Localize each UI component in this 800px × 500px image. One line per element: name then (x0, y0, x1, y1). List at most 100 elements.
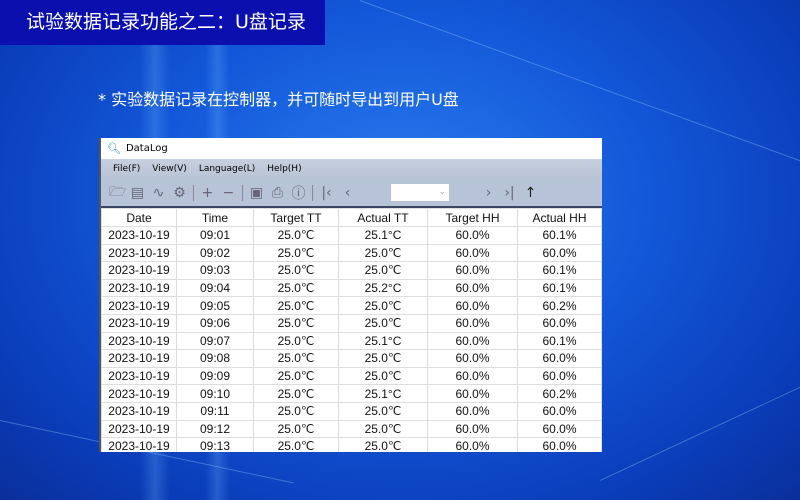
table-row[interactable]: 2023-10-19 09:01 25.0℃ 25.1°C 60.0% 60.1% (101, 226, 602, 245)
table-cell: 25.1°C (338, 384, 428, 403)
table-cell: 60.0% (427, 226, 518, 245)
column-header[interactable]: Time (176, 208, 254, 227)
title-bar: 🔍︎ DataLog (101, 138, 602, 159)
minus-icon[interactable]: − (222, 184, 235, 201)
open-folder-icon[interactable]: 🗁︎ (109, 183, 127, 200)
column-header[interactable]: Date (101, 208, 177, 227)
table-cell: 60.0% (427, 401, 518, 421)
table-cell: 09:02 (176, 243, 254, 263)
settings-icon[interactable]: ⚙︎ (173, 184, 186, 201)
menu-view[interactable]: View(V) (152, 164, 187, 174)
next-icon[interactable]: › (485, 184, 492, 201)
table-cell: 25.0℃ (253, 243, 339, 263)
table-cell: 60.0% (517, 437, 602, 452)
last-page-icon[interactable]: ›| (504, 184, 515, 201)
table-cell: 09:06 (176, 313, 254, 333)
table-cell: 09:01 (176, 226, 254, 245)
table-row[interactable]: 2023-10-19 09:10 25.0℃ 25.1°C 60.0% 60.2% (101, 384, 602, 403)
subtitle: * 实验数据记录在控制器，并可随时导出到用户U盘 (98, 90, 459, 109)
previous-icon[interactable]: ‹ (344, 184, 351, 201)
table-cell: 25.0℃ (338, 296, 428, 315)
menu-help[interactable]: Help(H) (267, 164, 302, 174)
table-cell: 25.0℃ (338, 419, 428, 439)
magnifier-icon: 🔍︎ (107, 142, 121, 155)
table-cell: 2023-10-19 (101, 261, 177, 280)
toolbar: 🗁︎ ▤ ∿ ⚙︎ + − ▣ ⎙ ⓘ |‹ ‹ ⌄ › ›| ↑ (101, 179, 602, 208)
column-header[interactable]: Target TT (253, 208, 339, 227)
chevron-down-icon: ⌄ (438, 187, 446, 197)
table-row[interactable]: 2023-10-19 09:04 25.0℃ 25.2°C 60.0% 60.1% (101, 278, 602, 298)
up-arrow-icon[interactable]: ↑ (524, 184, 537, 201)
table-cell: 25.0℃ (338, 349, 428, 368)
table-row[interactable]: 2023-10-19 09:08 25.0℃ 25.0℃ 60.0% 60.0% (101, 349, 602, 368)
table-cell: 60.0% (427, 296, 518, 315)
column-header[interactable]: Actual TT (338, 208, 428, 227)
table-cell: 25.0℃ (253, 384, 339, 403)
table-cell: 25.0℃ (253, 313, 339, 333)
table-cell: 60.0% (517, 401, 602, 421)
table-cell: 60.0% (427, 419, 518, 439)
menu-language[interactable]: Language(L) (198, 164, 256, 174)
table-row[interactable]: 2023-10-19 09:02 25.0℃ 25.0℃ 60.0% 60.0% (101, 243, 602, 263)
page-title: 试验数据记录功能之二：U盘记录 (0, 0, 325, 45)
table-cell: 25.0℃ (253, 261, 339, 280)
table-row[interactable]: 2023-10-19 09:13 25.0℃ 25.0℃ 60.0% 60.0% (101, 437, 602, 452)
menu-file[interactable]: File(F) (113, 164, 141, 174)
table-cell: 25.0℃ (338, 401, 428, 421)
table-cell: 60.1% (517, 278, 602, 298)
table-row[interactable]: 2023-10-19 09:11 25.0℃ 25.0℃ 60.0% 60.0% (101, 401, 602, 421)
datalog-window: 🔍︎ DataLog File(F) View(V) Language(L) H… (99, 138, 602, 452)
table-cell: 25.1°C (338, 226, 428, 245)
table-cell: 25.0℃ (338, 243, 428, 263)
table-cell: 25.1°C (338, 331, 428, 351)
table-cell: 25.0℃ (253, 437, 339, 452)
table-cell: 2023-10-19 (101, 278, 177, 298)
table-cell: 25.2°C (338, 278, 428, 298)
table-cell: 60.0% (427, 313, 518, 333)
chart-icon[interactable]: ∿ (152, 184, 165, 201)
table-cell: 25.0℃ (253, 349, 339, 368)
table-cell: 60.0% (517, 366, 602, 386)
plus-icon[interactable]: + (201, 184, 214, 201)
table-cell: 2023-10-19 (101, 226, 177, 245)
table-row[interactable]: 2023-10-19 09:12 25.0℃ 25.0℃ 60.0% 60.0% (101, 419, 602, 439)
page-select[interactable]: ⌄ (391, 184, 449, 201)
table-row[interactable]: 2023-10-19 09:03 25.0℃ 25.0℃ 60.0% 60.1% (101, 261, 602, 280)
help-icon[interactable]: ⓘ (291, 185, 306, 202)
table-cell: 25.0℃ (338, 313, 428, 333)
table-cell: 60.2% (517, 384, 602, 403)
print-icon[interactable]: ⎙ (271, 184, 284, 201)
toolbar-divider (312, 184, 313, 201)
table-cell: 25.0℃ (253, 278, 339, 298)
table-row[interactable]: 2023-10-19 09:07 25.0℃ 25.1°C 60.0% 60.1% (101, 331, 602, 351)
first-page-icon[interactable]: |‹ (321, 184, 332, 201)
toolbar-divider (242, 184, 243, 201)
table-row[interactable]: 2023-10-19 09:06 25.0℃ 25.0℃ 60.0% 60.0% (101, 313, 602, 333)
table-cell: 09:05 (176, 296, 254, 315)
column-header[interactable]: Target HH (427, 208, 518, 227)
table-cell: 2023-10-19 (101, 366, 177, 386)
window-icon[interactable]: ▣ (249, 184, 264, 201)
column-header[interactable]: Actual HH (517, 208, 602, 227)
copy-icon[interactable]: ▤ (130, 184, 145, 201)
table-cell: 2023-10-19 (101, 401, 177, 421)
table-cell: 2023-10-19 (101, 296, 177, 315)
table-cell: 2023-10-19 (101, 331, 177, 351)
table-row[interactable]: 2023-10-19 09:05 25.0℃ 25.0℃ 60.0% 60.2% (101, 296, 602, 315)
table-cell: 09:07 (176, 331, 254, 351)
table-row[interactable]: 2023-10-19 09:09 25.0℃ 25.0℃ 60.0% 60.0% (101, 366, 602, 386)
table-cell: 2023-10-19 (101, 243, 177, 263)
table-cell: 60.0% (427, 331, 518, 351)
table-cell: 2023-10-19 (101, 437, 177, 452)
table-cell: 2023-10-19 (101, 313, 177, 333)
table-cell: 09:08 (176, 349, 254, 368)
table-cell: 09:13 (176, 437, 254, 452)
table-cell: 25.0℃ (338, 437, 428, 452)
menu-bar: File(F) View(V) Language(L) Help(H) (101, 159, 602, 179)
table-cell: 60.0% (517, 313, 602, 333)
table-cell: 60.1% (517, 331, 602, 351)
table-cell: 60.1% (517, 226, 602, 245)
table-cell: 60.0% (427, 243, 518, 263)
table-cell: 60.0% (427, 261, 518, 280)
table-cell: 25.0℃ (338, 261, 428, 280)
